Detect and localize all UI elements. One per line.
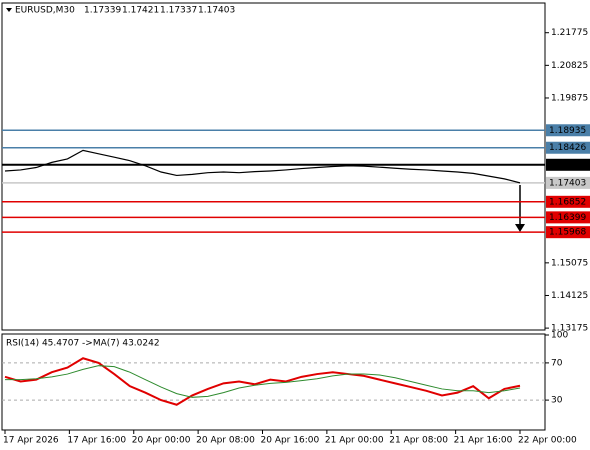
y-tick-label: 1.14125 — [551, 291, 588, 301]
level-label-box — [546, 226, 590, 239]
x-tick-label: 20 Apr 00:00 — [132, 436, 191, 446]
level-label: 1.16399 — [549, 213, 586, 223]
level-label: 1.17930 — [549, 160, 586, 170]
level-label-box — [546, 211, 590, 224]
level-label-box — [546, 158, 590, 171]
price-line — [4, 149, 521, 184]
rsi-line — [4, 357, 521, 406]
rsi-panel — [1, 333, 546, 431]
level-label: 1.18426 — [549, 143, 586, 153]
x-tick-label: 21 Apr 08:00 — [389, 436, 448, 446]
x-tick-label: 17 Apr 2026 — [3, 436, 59, 446]
x-tick-label: 20 Apr 16:00 — [261, 436, 320, 446]
x-tick-label: 21 Apr 00:00 — [325, 436, 384, 446]
y-tick-label: 1.19875 — [551, 93, 588, 103]
price-panel — [1, 2, 546, 331]
close: 1.17403 — [198, 6, 235, 16]
x-tick-label: 21 Apr 16:00 — [454, 436, 513, 446]
y-tick-label: 1.15075 — [551, 258, 588, 268]
high: 1.17421 — [122, 6, 159, 16]
symbol: EURUSD,M30 — [15, 6, 75, 16]
rsi-tick-label: 70 — [551, 358, 563, 368]
y-tick-label: 1.13175 — [551, 324, 588, 334]
arrow-head — [515, 224, 525, 232]
level-label: 1.15968 — [549, 228, 586, 238]
rsi-ma-line — [5, 365, 521, 398]
open: 1.17339 — [84, 6, 121, 16]
level-label-box — [546, 141, 590, 154]
menu-triangle[interactable] — [6, 8, 12, 12]
level-label: 1.17403 — [549, 178, 586, 188]
y-tick-label: 1.21775 — [551, 28, 588, 38]
x-tick-label: 20 Apr 08:00 — [196, 436, 255, 446]
rsi-title: RSI(14) 45.4707 ->MA(7) 43.0242 — [6, 339, 160, 349]
x-tick-label: 17 Apr 16:00 — [67, 436, 126, 446]
low: 1.17337 — [160, 6, 197, 16]
level-label: 1.16852 — [549, 197, 586, 207]
level-label: 1.18935 — [549, 126, 586, 136]
level-label-box — [546, 195, 590, 208]
y-tick-label: 1.20825 — [551, 61, 588, 71]
level-label-box — [546, 124, 590, 137]
rsi-tick-label: 100 — [551, 331, 568, 341]
x-tick-label: 22 Apr 00:00 — [518, 436, 577, 446]
level-label-box — [546, 176, 590, 189]
rsi-tick-label: 30 — [551, 396, 563, 406]
